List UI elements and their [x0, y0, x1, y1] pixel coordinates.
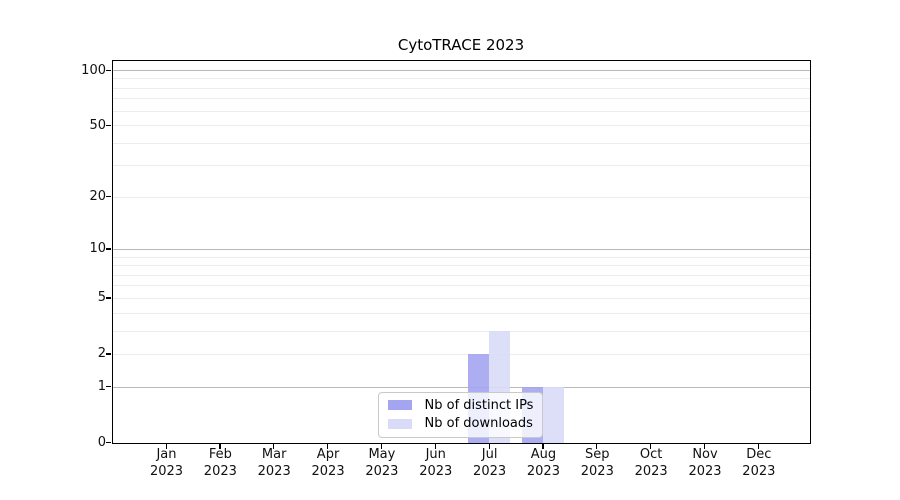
y-tick-label: 100	[81, 62, 106, 78]
x-tick-label: Nov 2023	[688, 447, 722, 479]
x-tick-label: Jun 2023	[419, 447, 453, 479]
y-tick-label: 0	[97, 435, 106, 450]
y-tick-mark	[106, 124, 111, 126]
y-gridline-minor	[112, 98, 810, 100]
y-tick-label: 10	[89, 241, 106, 257]
y-tick-mark	[106, 386, 111, 388]
y-tick-mark	[106, 69, 111, 71]
x-tick-label: Apr 2023	[311, 447, 345, 479]
y-gridline-minor	[112, 297, 810, 299]
x-tick-mark	[757, 442, 760, 449]
x-tick-mark	[165, 442, 167, 449]
y-gridline-minor	[112, 196, 810, 198]
y-gridline-minor	[112, 274, 810, 276]
legend-swatch-distinct-ips	[387, 400, 412, 411]
y-gridline-minor	[112, 87, 810, 89]
y-gridline-major	[112, 70, 810, 71]
legend-label-downloads: Nb of downloads	[424, 416, 533, 432]
y-tick-mark	[106, 248, 111, 250]
x-tick-mark	[434, 442, 436, 449]
y-gridline-minor	[112, 110, 810, 112]
x-tick-mark	[380, 442, 383, 449]
y-gridline-minor	[112, 330, 810, 332]
y-tick-mark	[106, 442, 111, 444]
legend-label-distinct-ips: Nb of distinct IPs	[424, 397, 534, 413]
y-gridline-minor	[112, 312, 810, 314]
x-tick-mark	[488, 442, 490, 449]
legend-item-distinct-ips: Nb of distinct IPs	[387, 397, 534, 413]
y-gridline-major	[112, 248, 810, 250]
x-tick-mark	[542, 442, 544, 449]
x-tick-mark	[273, 442, 275, 449]
y-gridline-major	[112, 386, 810, 388]
plot-area: Nb of distinct IPs Nb of downloads	[106, 59, 811, 449]
x-tick-mark	[650, 442, 652, 449]
x-tick-label: Jan 2023	[149, 447, 184, 479]
y-tick-label: 50	[89, 117, 106, 133]
y-gridline-minor	[112, 265, 810, 267]
y-gridline-minor	[112, 142, 810, 144]
y-tick-mark	[106, 353, 111, 355]
x-tick-label: Dec 2023	[742, 447, 776, 479]
y-tick-mark	[106, 297, 111, 299]
x-tick-label: Jul 2023	[473, 447, 507, 479]
y-gridline-minor	[112, 125, 810, 127]
x-tick-label: Oct 2023	[634, 447, 668, 479]
x-tick-mark	[596, 442, 598, 449]
chart-title: CytoTRACE 2023	[397, 36, 525, 54]
x-tick-label: Aug 2023	[526, 447, 560, 479]
bar-aug-2023-nb-of-downloads	[542, 386, 565, 443]
legend-item-downloads: Nb of downloads	[387, 416, 533, 432]
x-tick-label: Feb 2023	[203, 447, 237, 479]
x-tick-mark	[704, 442, 706, 449]
y-tick-label: 20	[89, 189, 106, 205]
y-gridline-minor	[112, 353, 810, 355]
y-tick-mark	[106, 196, 111, 198]
legend: Nb of distinct IPs Nb of downloads	[377, 391, 543, 438]
y-gridline-minor	[112, 285, 810, 287]
y-gridline-minor	[112, 165, 810, 167]
x-tick-label: Sep 2023	[580, 447, 614, 479]
y-gridline-minor	[112, 78, 810, 80]
x-tick-label: May 2023	[365, 447, 399, 479]
y-tick-label: 2	[97, 346, 106, 362]
x-tick-mark	[219, 442, 221, 449]
legend-swatch-downloads	[387, 418, 412, 429]
y-gridline-minor	[112, 256, 810, 258]
y-tick-label: 5	[97, 290, 106, 306]
y-tick-label: 1	[97, 379, 106, 395]
x-tick-mark	[327, 442, 329, 449]
x-tick-label: Mar 2023	[257, 447, 291, 479]
